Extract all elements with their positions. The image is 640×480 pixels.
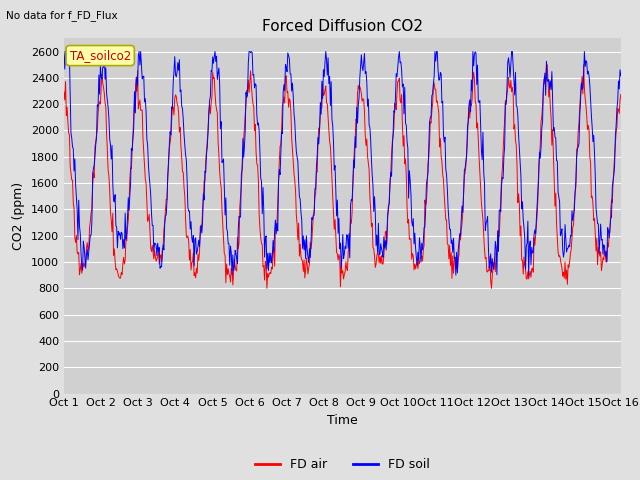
FD air [184, 233, 192, 239]
FD soil [60, 48, 68, 54]
FD soil [410, 241, 418, 247]
FD air [60, 89, 68, 95]
FD air [70, 206, 78, 212]
FD soil [617, 73, 625, 79]
FD soil [184, 205, 192, 211]
FD soil [426, 115, 434, 120]
FD air [428, 120, 435, 126]
FD air [127, 166, 135, 171]
FD soil [70, 168, 78, 174]
Legend: FD air, FD soil: FD air, FD soil [250, 453, 435, 476]
FD air [543, 62, 551, 68]
Line: FD air: FD air [64, 65, 621, 288]
Text: No data for f_FD_Flux: No data for f_FD_Flux [6, 10, 118, 21]
Y-axis label: CO2 (ppm): CO2 (ppm) [12, 182, 26, 250]
FD soil [452, 272, 460, 278]
X-axis label: Time: Time [327, 414, 358, 427]
FD air [411, 261, 419, 267]
FD air [214, 110, 221, 116]
FD soil [214, 76, 221, 82]
FD air [617, 92, 625, 97]
Text: TA_soilco2: TA_soilco2 [70, 49, 131, 62]
FD soil [127, 145, 135, 151]
FD air [263, 286, 271, 291]
Title: Forced Diffusion CO2: Forced Diffusion CO2 [262, 20, 423, 35]
Line: FD soil: FD soil [64, 51, 621, 275]
